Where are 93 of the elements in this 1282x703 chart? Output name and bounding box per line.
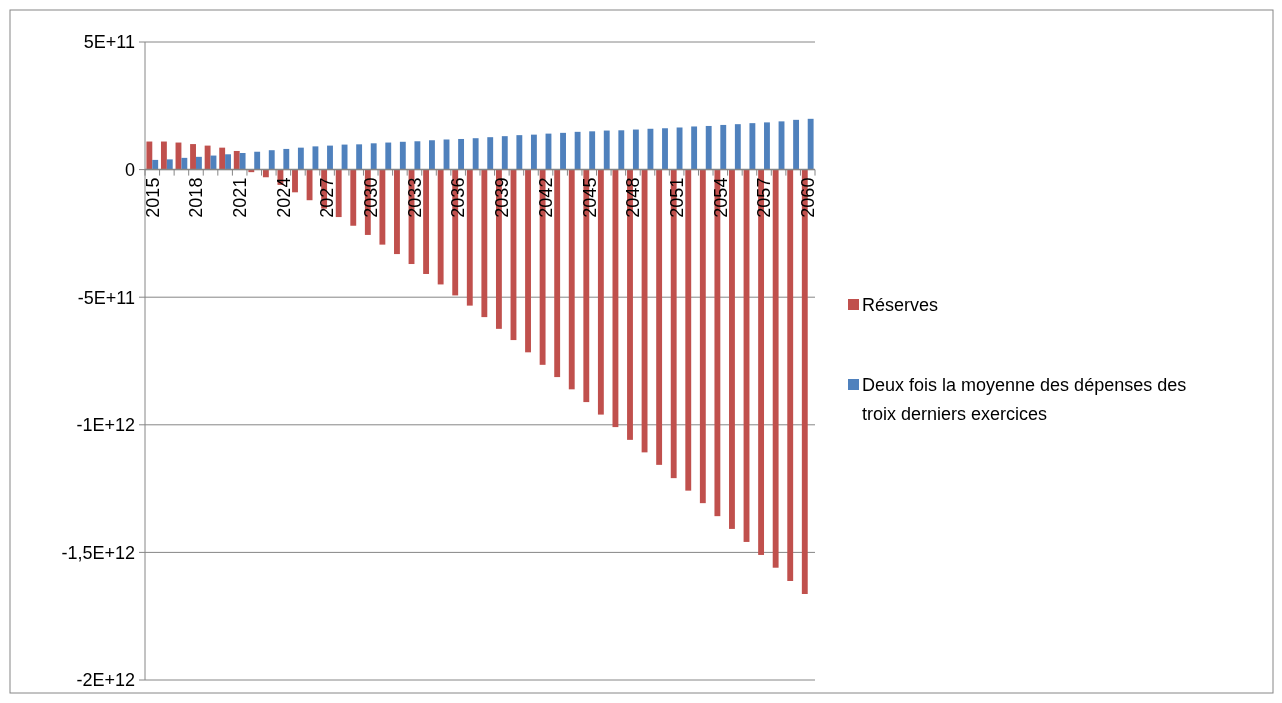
bar — [656, 169, 663, 465]
bar — [262, 169, 269, 178]
bar — [292, 169, 298, 193]
bar — [356, 144, 363, 170]
bar — [720, 124, 727, 170]
bar — [379, 169, 386, 245]
bar — [190, 144, 196, 170]
bar — [466, 169, 473, 306]
y-tick-label: -2E+12 — [76, 670, 135, 691]
bar — [283, 148, 290, 170]
x-tick-label: 2060 — [798, 177, 819, 218]
bar — [327, 145, 333, 170]
x-tick-label: 2021 — [229, 177, 250, 218]
bar — [530, 134, 537, 170]
x-tick-label: 2033 — [404, 177, 425, 218]
bar — [481, 169, 488, 318]
bar — [618, 130, 625, 170]
y-tick-label: -5E+11 — [77, 287, 135, 308]
bar — [787, 169, 794, 581]
bar — [204, 145, 211, 170]
bar — [181, 157, 188, 170]
bar — [764, 122, 770, 170]
x-tick-label: 2030 — [361, 177, 382, 218]
bar — [458, 138, 465, 170]
bar — [589, 131, 596, 170]
bar — [399, 141, 406, 170]
bar — [516, 135, 523, 170]
bar — [254, 151, 261, 170]
x-tick-label: 2051 — [666, 177, 687, 218]
x-tick-label: 2048 — [623, 177, 644, 218]
x-tick-label: 2057 — [754, 177, 775, 218]
y-tick-label: 5E+11 — [83, 32, 135, 53]
bar — [350, 169, 357, 226]
bar — [603, 130, 610, 170]
bar — [297, 147, 304, 170]
bar — [632, 129, 639, 170]
bar — [487, 137, 494, 170]
bar — [734, 124, 741, 170]
bar — [772, 169, 779, 568]
bar — [612, 169, 619, 428]
bar — [233, 150, 240, 170]
bar — [729, 169, 735, 529]
bar — [268, 150, 275, 170]
bar — [225, 154, 231, 170]
x-tick-label: 2039 — [492, 177, 513, 218]
bar — [749, 123, 756, 170]
legend-label: Réserves — [862, 295, 939, 316]
x-tick-label: 2015 — [142, 177, 163, 218]
bar — [560, 132, 566, 170]
bar — [370, 143, 377, 170]
bar — [662, 128, 668, 170]
bar — [574, 131, 581, 170]
y-tick-label: -1E+12 — [76, 415, 135, 436]
bar — [793, 119, 800, 170]
bar — [676, 127, 683, 170]
legend-label: Deux fois la moyenne des dépenses des troix derniers exercices — [862, 375, 1187, 425]
x-tick-label: 2024 — [273, 177, 294, 218]
bar — [306, 169, 313, 201]
bar — [699, 169, 706, 504]
bar — [641, 169, 648, 453]
x-tick-label: 2054 — [710, 177, 731, 218]
bar — [335, 169, 342, 218]
bar — [705, 125, 712, 170]
bar — [341, 144, 348, 170]
x-tick-label: 2036 — [448, 177, 469, 218]
bar — [385, 142, 392, 170]
x-tick-label: 2045 — [579, 177, 600, 218]
bar — [152, 159, 159, 170]
bar — [807, 118, 814, 170]
bar — [554, 169, 561, 378]
bar — [414, 141, 421, 170]
x-tick-label: 2027 — [317, 177, 338, 218]
bar — [146, 141, 153, 170]
x-tick-label: 2018 — [186, 177, 207, 218]
x-tick-label: 2042 — [535, 177, 556, 218]
bar — [472, 138, 479, 170]
y-tick-label: -1,5E+12 — [61, 542, 135, 563]
bar — [160, 141, 167, 170]
bar — [423, 169, 430, 274]
bar — [501, 136, 508, 170]
bar — [685, 169, 692, 491]
bar — [691, 126, 698, 170]
bar — [597, 169, 604, 415]
bar — [525, 169, 531, 353]
bar — [239, 153, 246, 170]
y-tick-label: 0 — [124, 159, 135, 180]
bar — [195, 156, 202, 170]
bar — [166, 159, 173, 170]
bar — [219, 147, 226, 170]
bar — [394, 169, 400, 255]
bar — [437, 169, 444, 285]
bar — [429, 140, 435, 170]
bar — [568, 169, 575, 390]
